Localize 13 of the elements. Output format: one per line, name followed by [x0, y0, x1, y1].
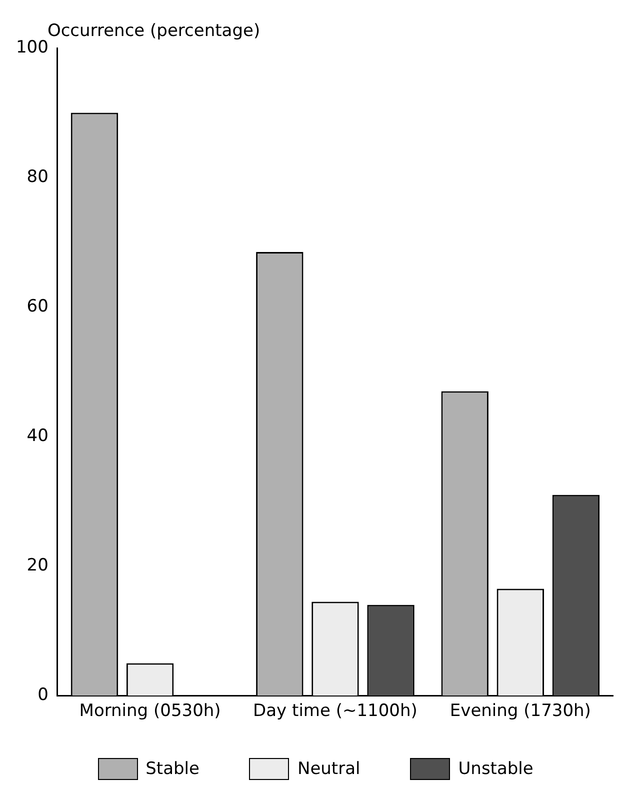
legend-label: Stable	[146, 759, 200, 779]
y-tick-label: 60	[26, 296, 48, 316]
legend-label: Neutral	[297, 759, 360, 779]
y-tick-label: 40	[26, 426, 48, 446]
x-tick-label: Morning (0530h)	[79, 701, 221, 722]
x-tick-label: Evening (1730h)	[450, 701, 591, 722]
legend-label: Unstable	[458, 759, 534, 779]
y-axis-title: Occurrence (percentage)	[47, 20, 260, 41]
y-tick-label: 100	[16, 37, 48, 58]
x-tick-label: Day time (~1100h)	[253, 701, 418, 722]
y-tick-label: 0	[38, 685, 48, 706]
y-tick-label: 80	[26, 166, 48, 187]
y-tick-label: 20	[26, 556, 48, 576]
